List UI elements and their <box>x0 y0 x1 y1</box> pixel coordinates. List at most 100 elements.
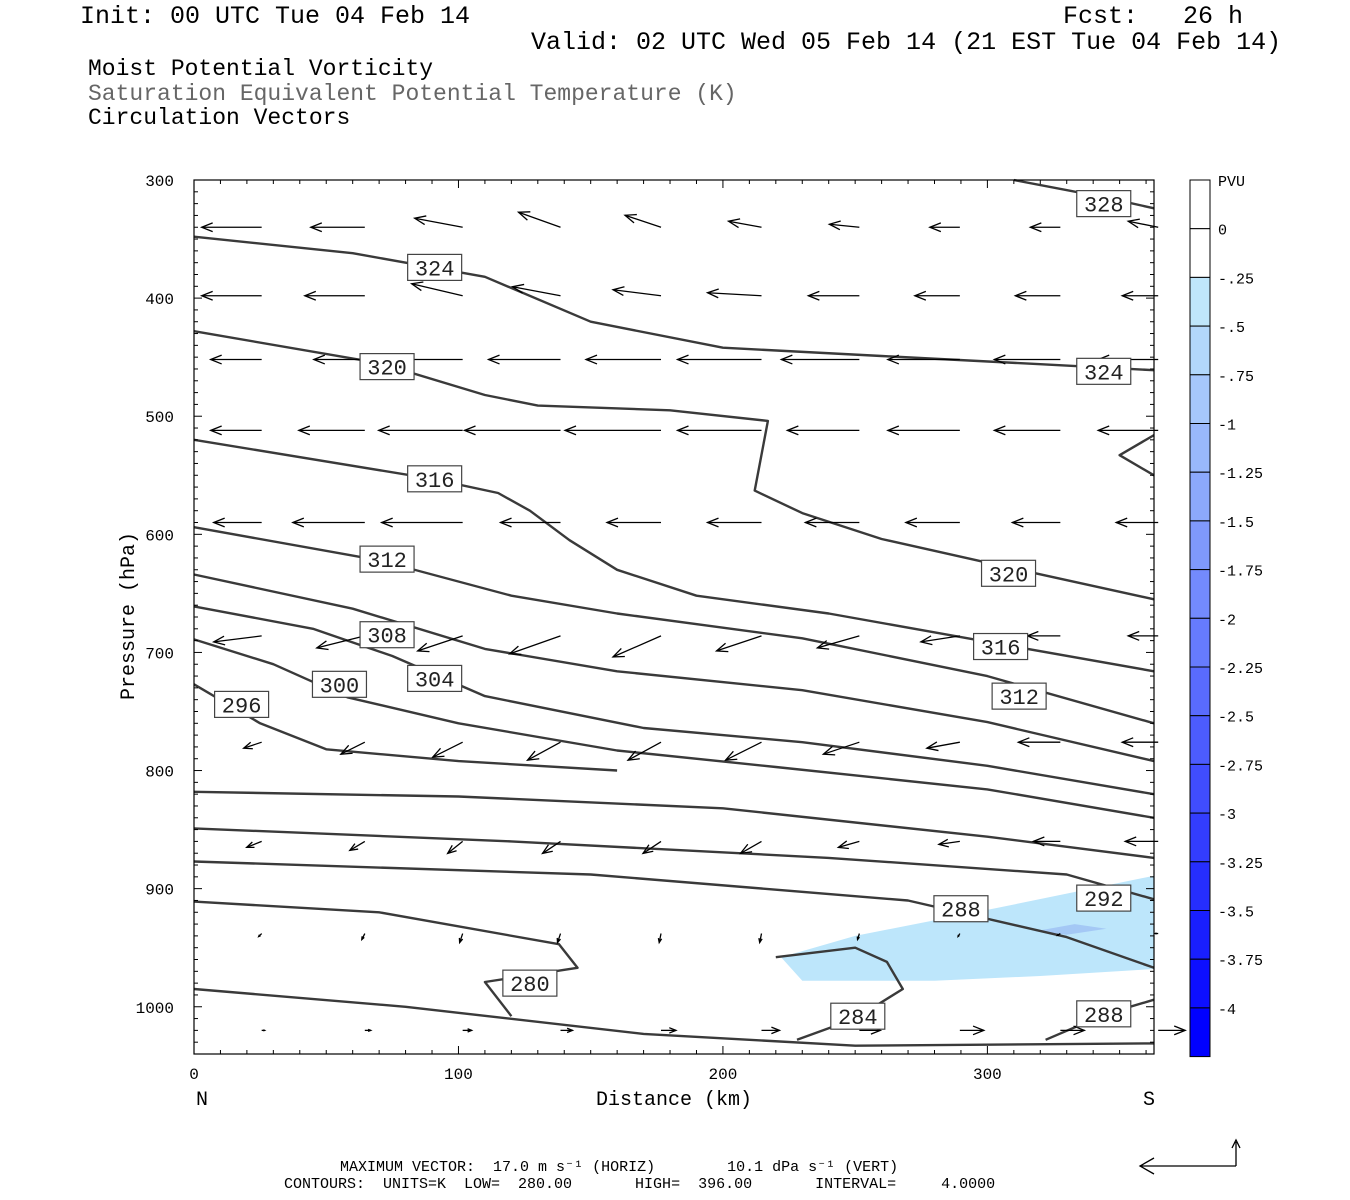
contour-label-box <box>502 969 558 997</box>
vector-arrow <box>611 286 662 297</box>
vector-arrow <box>584 354 662 365</box>
colorbar-label: -3 <box>1218 807 1236 824</box>
ref-horiz-head <box>1138 1157 1155 1175</box>
max-vector-note: MAXIMUM VECTOR: 17.0 m s⁻¹ (HORIZ) 10.1 … <box>340 1159 899 1176</box>
colorbar-label: -2.75 <box>1218 758 1263 775</box>
contour-label-box <box>359 621 415 649</box>
vector-arrow <box>886 354 960 365</box>
colorbar-label: -2.25 <box>1218 661 1263 678</box>
vector-arrow <box>1120 737 1159 748</box>
vector-head <box>641 844 654 855</box>
vector-arrow <box>211 635 262 646</box>
colorbar-box <box>1189 520 1211 571</box>
contour-292 <box>193 827 1155 901</box>
vector-shaft <box>829 223 860 228</box>
vector-head <box>510 283 525 294</box>
vector-head <box>1010 517 1024 528</box>
vector-head <box>431 747 445 758</box>
vector-arrow <box>446 840 464 855</box>
vector-arrow <box>657 933 663 945</box>
vector-arrow <box>312 354 365 365</box>
vector-head <box>836 840 849 850</box>
vector-head <box>416 642 430 653</box>
vector-head <box>705 288 719 299</box>
vector-arrow <box>199 222 262 233</box>
y-tick-label: 300 <box>145 173 174 191</box>
contour-label: 280 <box>502 969 558 998</box>
contour-label-text: 304 <box>415 668 455 693</box>
colorbar-box <box>1189 569 1211 619</box>
contour-280 <box>193 987 1155 1047</box>
vector-arrow <box>815 635 860 650</box>
contour-label-box <box>991 682 1047 710</box>
vector-head <box>379 517 393 528</box>
vector-head <box>1028 222 1042 233</box>
vector-arrow <box>1120 290 1159 301</box>
vector-arrow <box>416 635 463 653</box>
vector-arrow <box>959 1025 986 1036</box>
axes: 300 400 500 600 700 800 900 1000 0 100 200 300 <box>136 173 1002 1084</box>
vector-shaft <box>612 635 662 658</box>
vector-head <box>856 936 860 942</box>
vector-arrow <box>675 425 762 436</box>
vector-head <box>556 937 561 945</box>
contour-288 <box>193 860 1155 969</box>
colorbar-box <box>1189 423 1211 473</box>
vector-head <box>904 517 918 528</box>
contour-label-box <box>1076 357 1132 385</box>
pv-region <box>781 875 1154 981</box>
vector-head <box>758 938 763 945</box>
contour-label: 296 <box>214 690 270 719</box>
contour-label-text: 280 <box>510 973 550 998</box>
vector-head <box>1120 290 1134 301</box>
contour-304 <box>193 605 1155 796</box>
vector-shaft <box>728 220 762 228</box>
vector-arrow <box>1096 425 1159 436</box>
vector-head <box>1123 836 1137 847</box>
vector-arrow <box>1158 1025 1187 1036</box>
contour-label-box <box>311 670 368 698</box>
vector-arrow <box>431 741 463 758</box>
title-theta-es: Saturation Equivalent Potential Temperat… <box>88 81 737 107</box>
y-tick-label: 600 <box>145 527 174 545</box>
vector-head <box>726 218 741 229</box>
vector-head <box>348 843 359 852</box>
vector-arrow <box>303 290 365 301</box>
vector-head <box>303 290 317 301</box>
contour-label-box <box>359 545 415 573</box>
y-tick-label: 900 <box>145 882 174 900</box>
vector-shaft <box>411 283 463 297</box>
colorbar-label: PVU <box>1218 174 1245 191</box>
colorbar-label: -2.5 <box>1218 710 1254 727</box>
vector-arrow <box>560 1027 575 1034</box>
colorbar-box <box>1189 471 1211 522</box>
colorbar-label: -1.5 <box>1218 515 1254 532</box>
vector-head <box>208 354 222 365</box>
vector-head <box>886 354 900 365</box>
contour-label-text: 316 <box>415 469 455 494</box>
plot-frame <box>193 179 1155 1055</box>
vector-arrow <box>376 425 463 436</box>
vector-head <box>626 750 640 762</box>
contour-308 <box>193 573 1155 763</box>
vector-head <box>361 936 365 942</box>
contour-316 <box>193 438 1155 673</box>
vector-shaft <box>707 292 762 297</box>
vector-head <box>675 354 689 365</box>
contour-label-text: 292 <box>1084 888 1124 913</box>
vector-arrow <box>886 425 960 436</box>
vector-arrow <box>1010 517 1061 528</box>
vector-head <box>714 642 729 653</box>
vector-head <box>605 517 619 528</box>
vector-arrow <box>626 741 662 762</box>
contour-label: 320 <box>980 559 1037 588</box>
vector-arrow <box>199 290 262 301</box>
vector-arrow <box>806 290 860 301</box>
vector-head <box>1153 932 1157 935</box>
colorbar-label: -4 <box>1218 1002 1236 1019</box>
vector-arrow <box>623 213 662 228</box>
vector-arrow <box>315 635 365 651</box>
vector-arrow <box>462 425 561 436</box>
vector-arrow <box>309 222 365 233</box>
